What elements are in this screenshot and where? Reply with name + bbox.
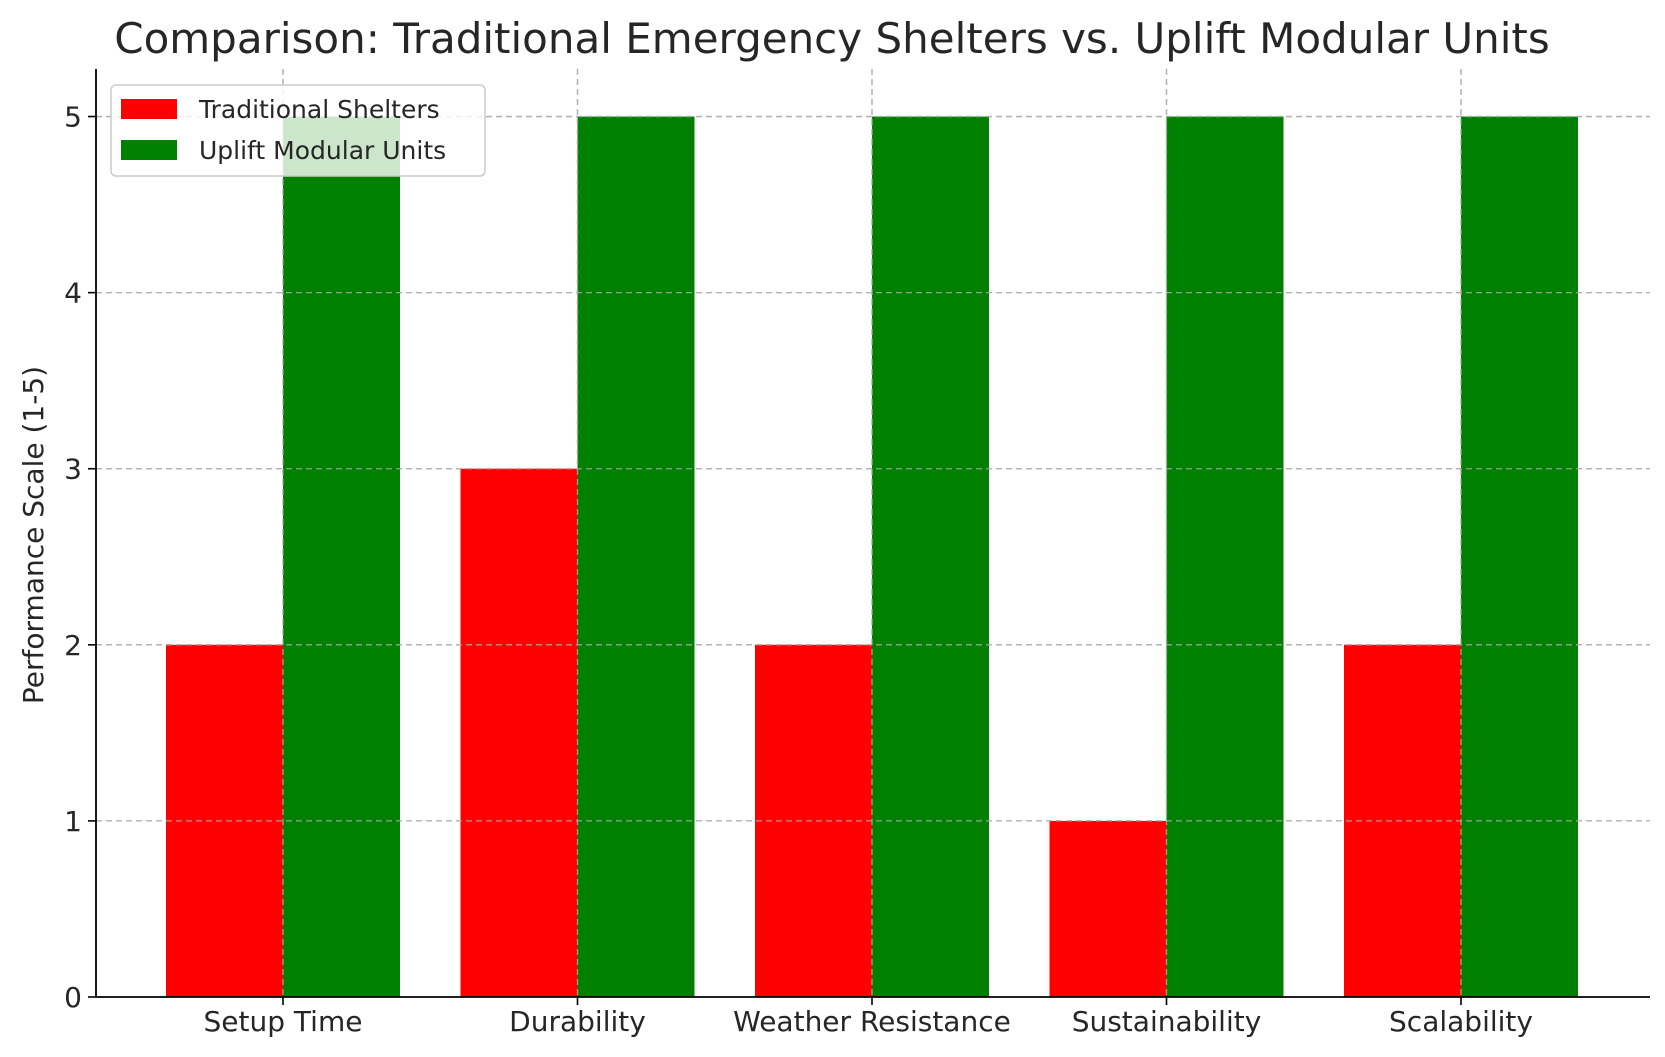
bar-traditional bbox=[1049, 820, 1167, 997]
chart-title: Comparison: Traditional Emergency Shelte… bbox=[114, 14, 1550, 63]
bar-uplift bbox=[577, 116, 695, 997]
bar-traditional bbox=[755, 644, 872, 997]
bar-traditional bbox=[460, 468, 578, 997]
bars bbox=[96, 69, 1650, 997]
x-tick-label: Weather Resistance bbox=[733, 1005, 1011, 1038]
legend-label: Traditional Shelters bbox=[198, 95, 440, 124]
legend-swatch bbox=[121, 140, 177, 160]
bar-uplift bbox=[872, 116, 989, 997]
x-tick-label: Scalability bbox=[1389, 1005, 1533, 1038]
y-tick-label: 0 bbox=[64, 981, 82, 1014]
bar-traditional bbox=[166, 644, 283, 997]
bar-uplift bbox=[283, 116, 400, 997]
bar-uplift bbox=[1166, 116, 1284, 997]
axes bbox=[88, 69, 1650, 1005]
y-tick-labels: 0 1 2 3 4 5 bbox=[64, 101, 82, 1014]
legend-swatch bbox=[121, 99, 177, 119]
x-tick-labels: Setup Time Durability Weather Resistance Su… bbox=[204, 1005, 1533, 1038]
y-axis-label: Performance Scale (1-5) bbox=[17, 366, 50, 704]
legend-label: Uplift Modular Units bbox=[199, 136, 446, 165]
x-tick-label: Durability bbox=[509, 1005, 646, 1038]
y-tick-label: 4 bbox=[64, 277, 82, 310]
x-tick-label: Setup Time bbox=[204, 1005, 363, 1038]
y-tick-label: 3 bbox=[64, 453, 82, 486]
y-tick-label: 2 bbox=[64, 629, 82, 662]
x-tick-label: Sustainability bbox=[1072, 1005, 1262, 1038]
legend-box bbox=[110, 84, 486, 177]
bar-uplift bbox=[1461, 116, 1578, 997]
y-tick-label: 5 bbox=[64, 101, 82, 134]
y-tick-label: 1 bbox=[64, 805, 82, 838]
legend: Traditional Shelters Uplift Modular Units bbox=[110, 84, 486, 177]
